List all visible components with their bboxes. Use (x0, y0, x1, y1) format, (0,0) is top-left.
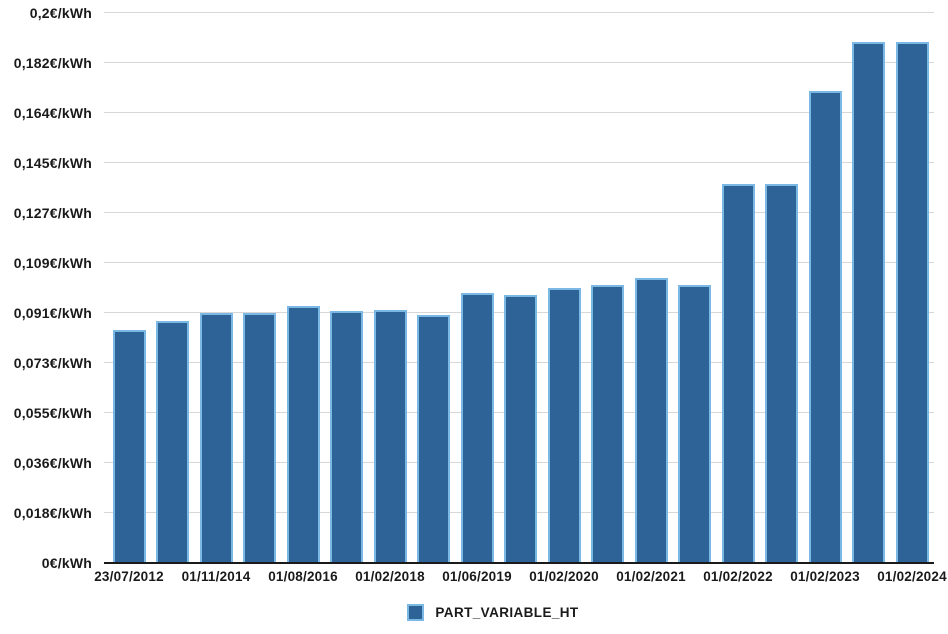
bar-unlabeled-17[interactable] (852, 42, 885, 563)
x-tick-label: 01/02/2018 (355, 569, 425, 584)
gridline (104, 162, 934, 164)
legend-label: PART_VARIABLE_HT (435, 605, 579, 620)
x-tick-label: 23/07/2012 (94, 569, 164, 584)
y-tick-label: 0,036€/kWh (13, 455, 92, 471)
y-tick-label: 0,073€/kWh (13, 354, 92, 371)
x-axis-labels: 23/07/2012 01/11/2014 01/08/2016 01/02/2018… (0, 569, 948, 591)
bar-unlabeled-13[interactable] (678, 284, 711, 563)
bar-unlabeled-15[interactable] (765, 184, 798, 563)
plot-area (104, 12, 934, 563)
y-tick-label: 0,109€/kWh (13, 255, 92, 271)
x-tick-label: 01/02/2022 (703, 569, 773, 584)
gridline (104, 262, 934, 264)
gridline (104, 62, 934, 63)
legend-item-part-variable-ht[interactable]: PART_VARIABLE_HT (407, 604, 578, 621)
bar-unlabeled-11[interactable] (591, 284, 624, 563)
bar-unlabeled-3[interactable] (243, 313, 276, 563)
x-tick-label: 01/02/2024 (877, 569, 947, 584)
bar-unlabeled-7[interactable] (417, 315, 450, 563)
gridline (104, 112, 934, 113)
y-tick-label: 0,164€/kWh (13, 104, 92, 121)
y-tick-label: 0,2€/kWh (29, 5, 92, 21)
bar-unlabeled-9[interactable] (504, 295, 537, 563)
y-tick-label: 0,127€/kWh (13, 205, 92, 221)
gridline (104, 12, 934, 13)
bar-01/06/2019[interactable] (460, 293, 494, 563)
x-tick-label: 01/02/2023 (790, 569, 860, 584)
y-axis-labels: 0€/kWh 0,018€/kWh 0,036€/kWh 0,055€/kWh 0,07… (0, 0, 92, 634)
legend: PART_VARIABLE_HT (0, 604, 948, 621)
y-tick-label: 0,055€/kWh (13, 404, 92, 421)
legend-swatch-icon (407, 604, 425, 621)
x-axis-line (104, 562, 934, 564)
y-tick-label: 0,182€/kWh (13, 54, 92, 71)
x-tick-label: 01/02/2020 (529, 569, 599, 584)
y-tick-label: 0,018€/kWh (13, 505, 92, 521)
bar-01/02/2022[interactable] (721, 184, 755, 563)
bar-unlabeled-5[interactable] (330, 310, 363, 563)
bar-unlabeled-1[interactable] (156, 320, 189, 563)
y-tick-label: 0,091€/kWh (13, 304, 92, 321)
bar-01/02/2020[interactable] (547, 288, 581, 563)
bar-23/07/2012[interactable] (112, 330, 146, 563)
bar-01/02/2023[interactable] (808, 91, 842, 563)
x-tick-label: 01/02/2021 (616, 569, 686, 584)
x-tick-label: 01/06/2019 (442, 569, 512, 584)
gridline (104, 212, 934, 214)
y-tick-label: 0€/kWh (41, 555, 92, 571)
bar-01/08/2016[interactable] (286, 306, 320, 563)
bar-01/02/2018[interactable] (373, 310, 407, 563)
bar-01/02/2024[interactable] (895, 42, 929, 563)
bar-01/11/2014[interactable] (199, 312, 233, 563)
x-tick-label: 01/08/2016 (268, 569, 338, 584)
x-tick-label: 01/11/2014 (181, 569, 251, 584)
bar-01/02/2021[interactable] (634, 277, 668, 563)
y-tick-label: 0,145€/kWh (13, 155, 92, 171)
